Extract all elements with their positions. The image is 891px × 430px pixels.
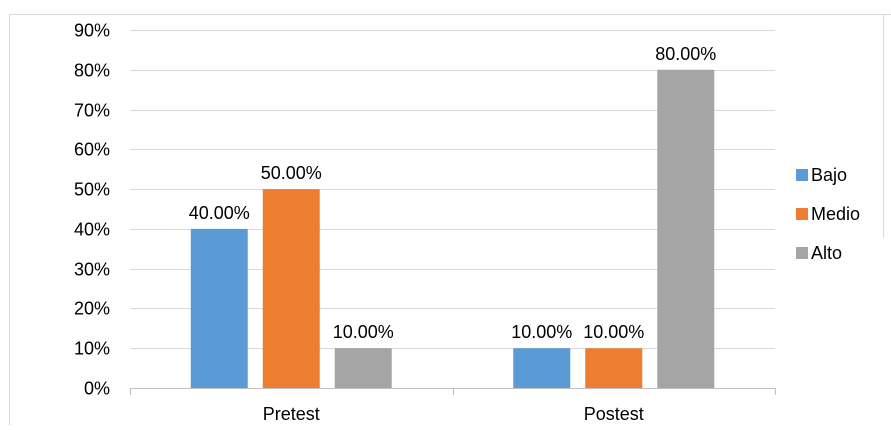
y-tick-label: 10% [74, 339, 110, 359]
data-label: 10.00% [333, 322, 394, 342]
legend-swatch-alto [796, 247, 808, 259]
data-label: 10.00% [583, 322, 644, 342]
legend-swatch-bajo [796, 169, 808, 181]
y-tick-label: 30% [74, 260, 110, 280]
bar-bajo-pretest [190, 228, 248, 388]
legend-label-alto: Alto [811, 243, 842, 263]
legend-label-medio: Medio [811, 204, 860, 224]
y-tick-label: 70% [74, 101, 110, 121]
y-tick-label: 90% [74, 21, 110, 41]
data-labels: 40.00% 50.00% 10.00% 10.00% 10.00% 80.00% [189, 44, 717, 342]
x-axis-category-labels: Pretest Postest [263, 404, 644, 424]
x-category-label: Pretest [263, 404, 320, 424]
bar-medio-pretest [262, 189, 320, 388]
data-label: 50.00% [261, 163, 322, 183]
bar-medio-postest [585, 348, 643, 388]
legend-swatch-medio [796, 208, 808, 220]
y-axis-tick-labels: 0% 10% 20% 30% 40% 50% 60% 70% 80% 90% [74, 21, 110, 399]
y-tick-label: 50% [74, 180, 110, 200]
bar-alto-pretest [334, 348, 392, 388]
x-category-label: Postest [584, 404, 644, 424]
y-tick-label: 20% [74, 299, 110, 319]
data-label: 40.00% [189, 203, 250, 223]
bar-alto-postest [657, 69, 715, 389]
data-label: 10.00% [511, 322, 572, 342]
legend: Bajo Medio Alto [796, 165, 860, 263]
y-tick-label: 40% [74, 220, 110, 240]
legend-label-bajo: Bajo [811, 165, 847, 185]
y-tick-label: 80% [74, 61, 110, 81]
y-tick-label: 0% [84, 379, 110, 399]
y-tick-label: 60% [74, 140, 110, 160]
bars [190, 69, 715, 389]
data-label: 80.00% [655, 44, 716, 64]
bar-bajo-postest [513, 348, 571, 388]
x-axis [130, 388, 776, 395]
